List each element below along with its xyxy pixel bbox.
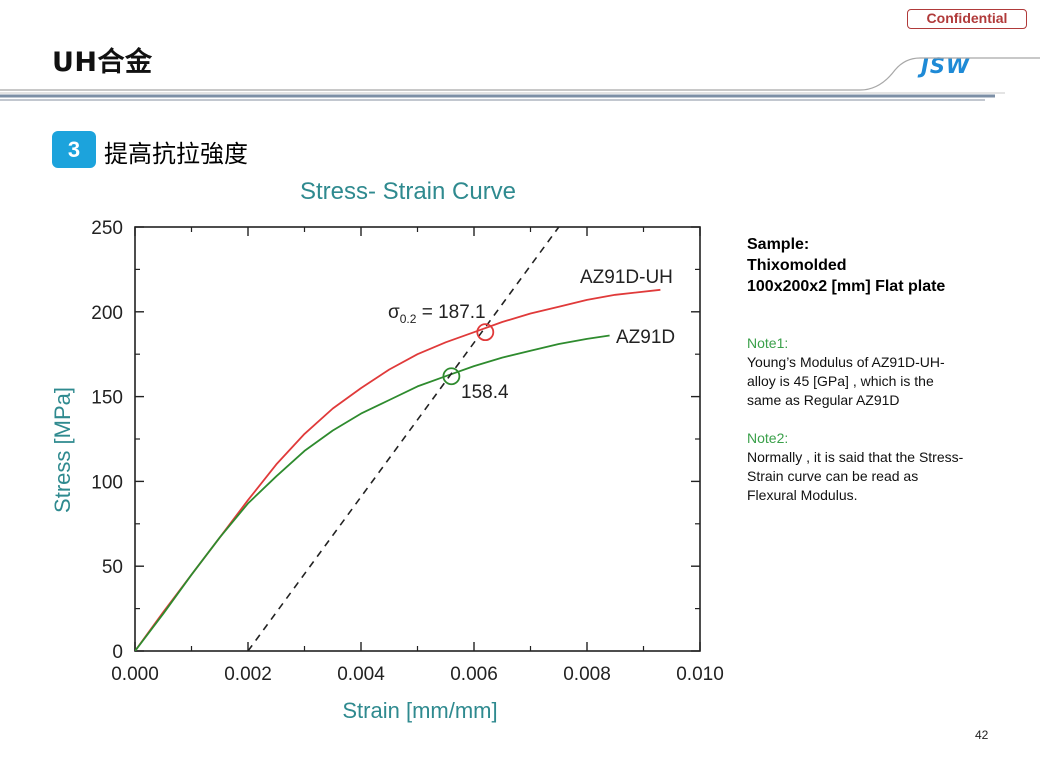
x-tick-label: 0.000 — [111, 664, 159, 685]
series-line-az91d-uh — [135, 288, 661, 651]
yield-marker-az91d — [442, 367, 461, 386]
stress-strain-chart: Stress- Strain Curve 0.000 0.002 0.004 0.00… — [50, 178, 724, 723]
page-title: UH合金 — [52, 47, 153, 78]
note1-line: Young’s Modulus of AZ91D-UH- — [747, 354, 945, 370]
sigma-subscript: 0.2 — [400, 312, 417, 326]
page-number: 42 — [975, 728, 989, 742]
note2-block: Note2: Normally , it is said that the St… — [747, 429, 1027, 505]
note1-line: alloy is 45 [GPa] , which is the — [747, 373, 934, 389]
y-tick-label: 250 — [91, 218, 123, 239]
sigma-symbol: σ — [388, 302, 400, 323]
chart-title: Stress- Strain Curve — [300, 178, 516, 205]
side-panel: Sample: Thixomolded 100x200x2 [mm] Flat … — [747, 234, 1027, 505]
note2-line: Strain curve can be read as — [747, 468, 919, 484]
yield-marker-az91d-uh — [476, 323, 495, 342]
plot-frame — [134, 226, 701, 652]
sigma-annotation: σ0.2 = 187.1 — [388, 302, 486, 326]
y-tick-label: 200 — [91, 303, 123, 324]
series-label-az91d-uh: AZ91D-UH — [580, 267, 673, 288]
y-axis-label: Stress [MPa] — [50, 387, 75, 513]
confidential-badge: Confidential — [907, 9, 1027, 29]
y-tick-label: 150 — [91, 388, 123, 409]
sample-size: 100x200x2 [mm] Flat plate — [747, 278, 946, 295]
note1-block: Note1: Young’s Modulus of AZ91D-UH- allo… — [747, 334, 1027, 410]
x-tick-label: 0.010 — [676, 664, 724, 685]
header-divider — [0, 57, 1040, 101]
x-tick-label: 0.002 — [224, 664, 272, 685]
offset-line — [247, 227, 560, 651]
note2-line: Flexural Modulus. — [747, 487, 858, 503]
sigma-value: = 187.1 — [416, 302, 485, 323]
az91d-yield-value: 158.4 — [461, 382, 509, 403]
note1-title: Note1: — [747, 335, 789, 351]
x-tick-label: 0.006 — [450, 664, 498, 685]
note2-title: Note2: — [747, 430, 789, 446]
note1-line: same as Regular AZ91D — [747, 392, 900, 408]
section-number-badge: 3 — [52, 131, 96, 168]
y-tick-label: 100 — [91, 472, 123, 493]
sample-heading: Sample: — [747, 236, 810, 253]
plot-area: 0.000 0.002 0.004 0.006 0.008 0.010 0 50 100 150 2… — [91, 218, 723, 685]
x-axis-label: Strain [mm/mm] — [342, 698, 497, 723]
sample-method: Thixomolded — [747, 257, 847, 274]
series-label-az91d: AZ91D — [616, 327, 675, 348]
header-curve-line — [0, 57, 1040, 91]
x-tick-label: 0.008 — [563, 664, 611, 685]
section-title: 提高抗拉強度 — [104, 140, 248, 168]
x-tick-label: 0.004 — [337, 664, 385, 685]
series-line-az91d — [135, 334, 610, 651]
y-tick-label: 0 — [112, 642, 123, 663]
y-tick-label: 50 — [102, 557, 123, 578]
note2-line: Normally , it is said that the Stress- — [747, 449, 964, 465]
sample-block: Sample: Thixomolded 100x200x2 [mm] Flat … — [747, 234, 1027, 297]
